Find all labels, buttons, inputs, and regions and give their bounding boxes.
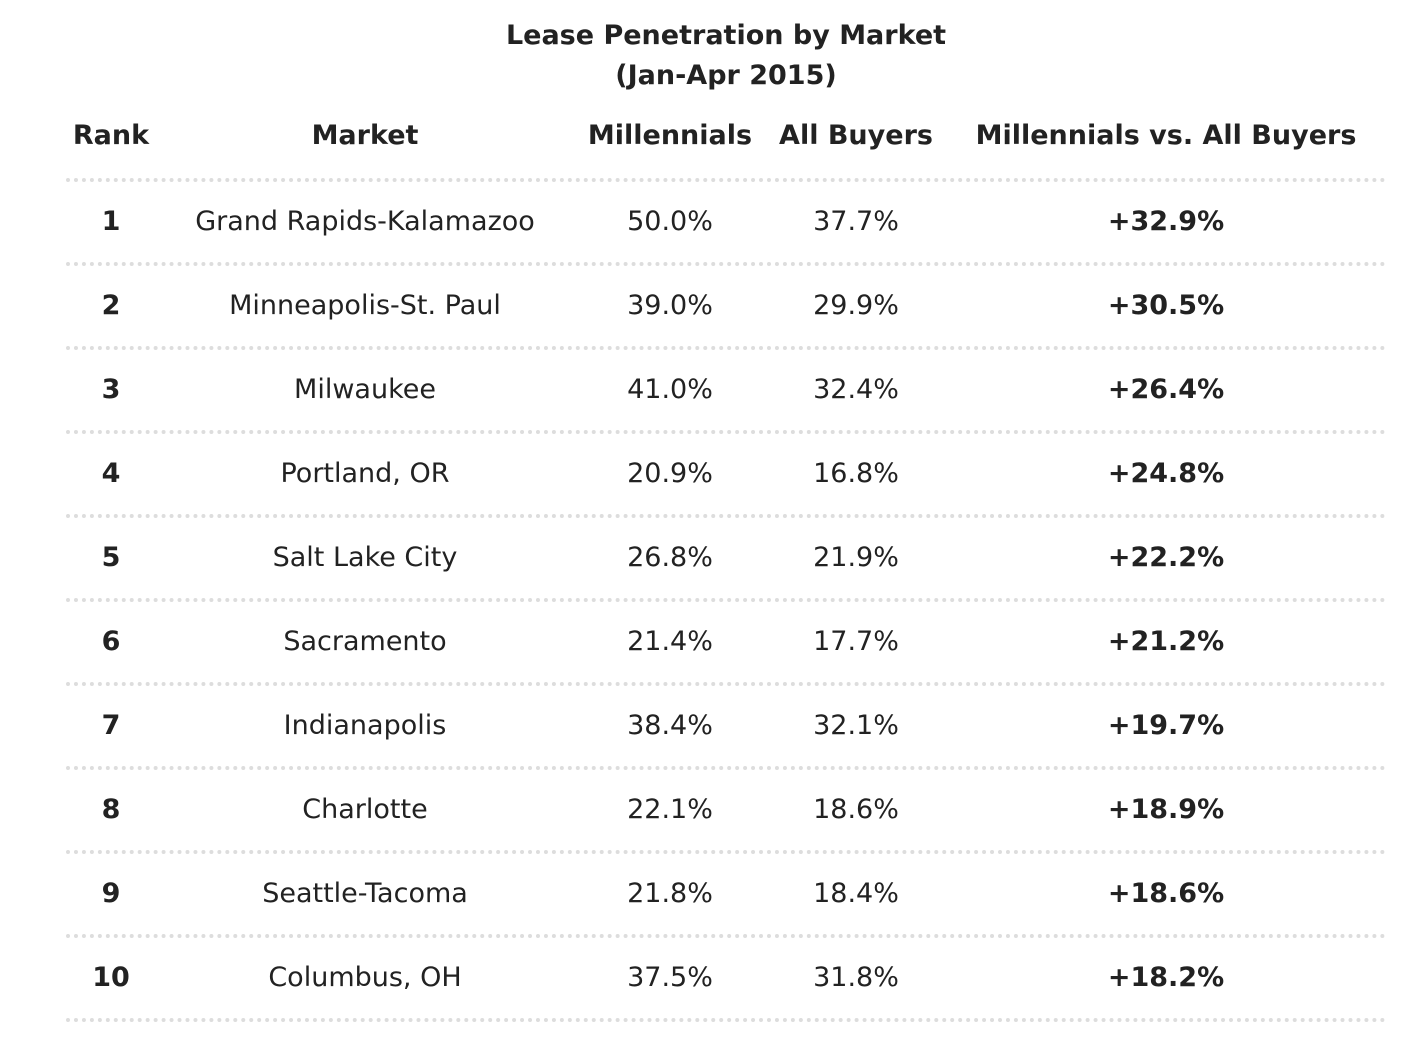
cell-millennials-vs-all-buyers: +26.4% bbox=[1107, 374, 1225, 405]
column-header-market: Market bbox=[311, 120, 419, 151]
cell-millennials: 21.8% bbox=[627, 878, 713, 909]
cell-millennials: 38.4% bbox=[627, 710, 713, 741]
table-row: 4 Portland, OR 20.9% 16.8% +24.8% bbox=[66, 434, 1386, 514]
table-row: 3 Milwaukee 41.0% 32.4% +26.4% bbox=[66, 350, 1386, 430]
cell-all-buyers: 32.4% bbox=[813, 374, 899, 405]
cell-millennials-vs-all-buyers: +18.2% bbox=[1107, 962, 1225, 993]
cell-rank: 4 bbox=[101, 458, 121, 489]
cell-market: Portland, OR bbox=[280, 458, 450, 489]
cell-all-buyers: 31.8% bbox=[813, 962, 899, 993]
cell-all-buyers: 21.9% bbox=[813, 542, 899, 573]
cell-rank: 7 bbox=[101, 710, 121, 741]
cell-millennials: 26.8% bbox=[627, 542, 713, 573]
table-row: 8 Charlotte 22.1% 18.6% +18.9% bbox=[66, 770, 1386, 850]
cell-all-buyers: 32.1% bbox=[813, 710, 899, 741]
cell-all-buyers: 16.8% bbox=[813, 458, 899, 489]
cell-millennials-vs-all-buyers: +18.6% bbox=[1107, 878, 1225, 909]
cell-millennials-vs-all-buyers: +24.8% bbox=[1107, 458, 1225, 489]
cell-millennials: 21.4% bbox=[627, 626, 713, 657]
table-row: 1 Grand Rapids-Kalamazoo 50.0% 37.7% +32.9% bbox=[66, 182, 1386, 262]
row-separator bbox=[66, 514, 1386, 518]
row-separator bbox=[66, 682, 1386, 686]
row-separator bbox=[66, 430, 1386, 434]
table-row: 9 Seattle-Tacoma 21.8% 18.4% +18.6% bbox=[66, 854, 1386, 934]
table-header-row: Rank Market Millennials All Buyers Mille… bbox=[66, 108, 1386, 178]
column-header-all-buyers: All Buyers bbox=[779, 120, 933, 151]
cell-all-buyers: 29.9% bbox=[813, 290, 899, 321]
cell-millennials: 37.5% bbox=[627, 962, 713, 993]
cell-millennials: 41.0% bbox=[627, 374, 713, 405]
cell-millennials-vs-all-buyers: +32.9% bbox=[1107, 206, 1225, 237]
cell-rank: 6 bbox=[101, 626, 121, 657]
row-separator bbox=[66, 850, 1386, 854]
cell-market: Minneapolis-St. Paul bbox=[229, 290, 501, 321]
cell-market: Columbus, OH bbox=[268, 962, 462, 993]
table-row: 5 Salt Lake City 26.8% 21.9% +22.2% bbox=[66, 518, 1386, 598]
cell-millennials: 22.1% bbox=[627, 794, 713, 825]
cell-millennials: 20.9% bbox=[627, 458, 713, 489]
row-separator bbox=[66, 346, 1386, 350]
cell-rank: 9 bbox=[101, 878, 121, 909]
cell-market: Grand Rapids-Kalamazoo bbox=[195, 206, 535, 237]
table-row: 6 Sacramento 21.4% 17.7% +21.2% bbox=[66, 602, 1386, 682]
cell-all-buyers: 18.4% bbox=[813, 878, 899, 909]
row-separator bbox=[66, 598, 1386, 602]
cell-millennials-vs-all-buyers: +22.2% bbox=[1107, 542, 1225, 573]
cell-millennials-vs-all-buyers: +30.5% bbox=[1107, 290, 1225, 321]
cell-millennials: 50.0% bbox=[627, 206, 713, 237]
cell-market: Indianapolis bbox=[283, 710, 447, 741]
cell-millennials-vs-all-buyers: +21.2% bbox=[1107, 626, 1225, 657]
chart-title-block: Lease Penetration by Market (Jan-Apr 201… bbox=[0, 16, 1418, 96]
cell-rank: 1 bbox=[101, 206, 121, 237]
row-separator bbox=[66, 1018, 1386, 1022]
cell-rank: 10 bbox=[92, 962, 130, 993]
column-header-rank: Rank bbox=[72, 120, 150, 151]
table-row: 2 Minneapolis-St. Paul 39.0% 29.9% +30.5% bbox=[66, 266, 1386, 346]
table-row: 10 Columbus, OH 37.5% 31.8% +18.2% bbox=[66, 938, 1386, 1018]
cell-all-buyers: 17.7% bbox=[813, 626, 899, 657]
cell-all-buyers: 18.6% bbox=[813, 794, 899, 825]
row-separator bbox=[66, 934, 1386, 938]
cell-millennials-vs-all-buyers: +19.7% bbox=[1107, 710, 1225, 741]
row-separator bbox=[66, 766, 1386, 770]
table-row: 7 Indianapolis 38.4% 32.1% +19.7% bbox=[66, 686, 1386, 766]
column-header-millennials-vs-all-buyers: Millennials vs. All Buyers bbox=[975, 120, 1357, 151]
table-body: 1 Grand Rapids-Kalamazoo 50.0% 37.7% +32.9% 2… bbox=[66, 182, 1386, 1022]
cell-market: Seattle-Tacoma bbox=[262, 878, 468, 909]
cell-market: Sacramento bbox=[283, 626, 447, 657]
cell-market: Salt Lake City bbox=[272, 542, 458, 573]
lease-penetration-table: Rank Market Millennials All Buyers Mille… bbox=[66, 108, 1386, 1022]
cell-millennials: 39.0% bbox=[627, 290, 713, 321]
cell-rank: 3 bbox=[101, 374, 121, 405]
chart-subtitle: (Jan-Apr 2015) bbox=[615, 60, 837, 91]
cell-rank: 2 bbox=[101, 290, 121, 321]
column-header-millennials: Millennials bbox=[587, 120, 753, 151]
cell-millennials-vs-all-buyers: +18.9% bbox=[1107, 794, 1225, 825]
cell-all-buyers: 37.7% bbox=[813, 206, 899, 237]
cell-market: Milwaukee bbox=[294, 374, 436, 405]
cell-rank: 5 bbox=[101, 542, 121, 573]
cell-rank: 8 bbox=[101, 794, 121, 825]
chart-title: Lease Penetration by Market bbox=[505, 20, 947, 51]
row-separator bbox=[66, 178, 1386, 182]
cell-market: Charlotte bbox=[302, 794, 428, 825]
row-separator bbox=[66, 262, 1386, 266]
